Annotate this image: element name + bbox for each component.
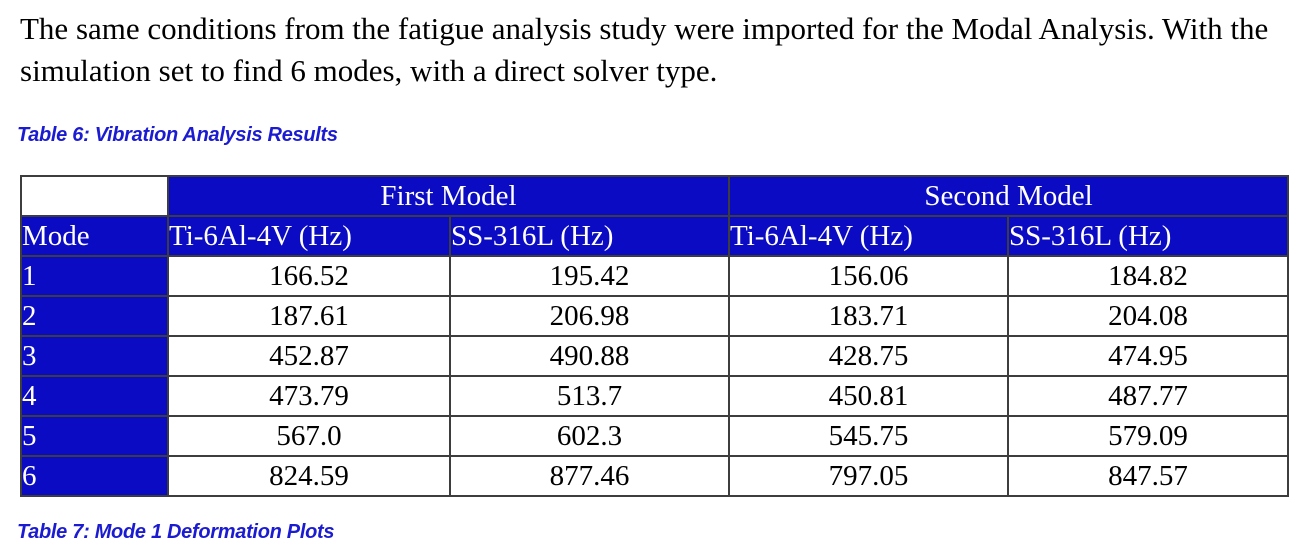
value-cell: 602.3 <box>449 415 730 457</box>
value-cell: 513.7 <box>449 375 730 417</box>
value-cell: 797.05 <box>728 455 1009 497</box>
mode-cell: 3 <box>20 335 169 377</box>
empty-corner-cell <box>20 175 169 217</box>
value-cell: 184.82 <box>1007 255 1289 297</box>
mode-cell: 2 <box>20 295 169 337</box>
value-cell: 490.88 <box>449 335 730 377</box>
value-cell: 450.81 <box>728 375 1009 417</box>
value-cell: 183.71 <box>728 295 1009 337</box>
group-header-row: First Model Second Model <box>20 175 1289 217</box>
mode-cell: 6 <box>20 455 169 497</box>
value-cell: 487.77 <box>1007 375 1289 417</box>
value-cell: 847.57 <box>1007 455 1289 497</box>
value-cell: 452.87 <box>167 335 451 377</box>
column-header-ss-first: SS-316L (Hz) <box>449 215 730 257</box>
table7-caption: Table 7: Mode 1 Deformation Plots <box>17 521 335 543</box>
vibration-results-table: First Model Second Model Mode Ti-6Al-4V … <box>20 175 1289 497</box>
value-cell: 474.95 <box>1007 335 1289 377</box>
value-cell: 187.61 <box>167 295 451 337</box>
value-cell: 545.75 <box>728 415 1009 457</box>
table-row: 4 473.79 513.7 450.81 487.77 <box>20 375 1289 417</box>
group-header-first-model: First Model <box>167 175 730 217</box>
mode-cell: 4 <box>20 375 169 417</box>
table6-caption: Table 6: Vibration Analysis Results <box>17 124 338 146</box>
value-cell: 824.59 <box>167 455 451 497</box>
value-cell: 195.42 <box>449 255 730 297</box>
value-cell: 579.09 <box>1007 415 1289 457</box>
column-header-ti-first: Ti-6Al-4V (Hz) <box>167 215 451 257</box>
table-row: 2 187.61 206.98 183.71 204.08 <box>20 295 1289 337</box>
value-cell: 877.46 <box>449 455 730 497</box>
column-header-row: Mode Ti-6Al-4V (Hz) SS-316L (Hz) Ti-6Al-… <box>20 215 1289 257</box>
table-row: 6 824.59 877.46 797.05 847.57 <box>20 455 1289 497</box>
value-cell: 428.75 <box>728 335 1009 377</box>
value-cell: 206.98 <box>449 295 730 337</box>
value-cell: 204.08 <box>1007 295 1289 337</box>
value-cell: 166.52 <box>167 255 451 297</box>
group-header-second-model: Second Model <box>728 175 1289 217</box>
column-header-mode: Mode <box>20 215 169 257</box>
mode-cell: 1 <box>20 255 169 297</box>
table-row: 1 166.52 195.42 156.06 184.82 <box>20 255 1289 297</box>
value-cell: 567.0 <box>167 415 451 457</box>
column-header-ti-second: Ti-6Al-4V (Hz) <box>728 215 1009 257</box>
mode-cell: 5 <box>20 415 169 457</box>
table-row: 5 567.0 602.3 545.75 579.09 <box>20 415 1289 457</box>
value-cell: 473.79 <box>167 375 451 417</box>
table-row: 3 452.87 490.88 428.75 474.95 <box>20 335 1289 377</box>
body-paragraph: The same conditions from the fatigue ana… <box>20 11 1269 88</box>
column-header-ss-second: SS-316L (Hz) <box>1007 215 1289 257</box>
value-cell: 156.06 <box>728 255 1009 297</box>
